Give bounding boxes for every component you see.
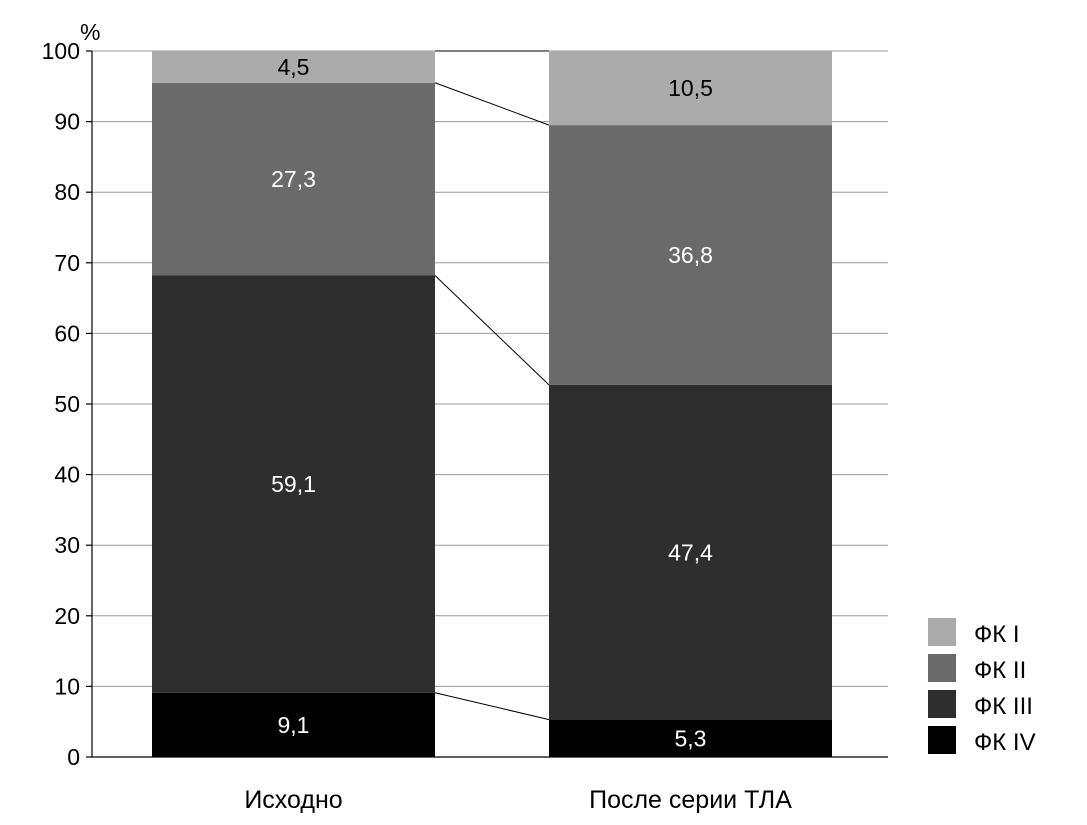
y-tick-label: 20 — [54, 603, 80, 629]
data-label: 27,3 — [271, 166, 316, 192]
y-tick-label: 10 — [54, 673, 80, 699]
axes: 0 10 20 30 40 50 60 70 80 90 100 Исходно После серии… — [42, 38, 888, 814]
data-label: 4,5 — [278, 54, 310, 80]
y-tick-label: 30 — [54, 532, 80, 558]
data-label: 59,1 — [271, 471, 316, 497]
y-tick-label: 70 — [54, 250, 80, 276]
bar-segment — [549, 719, 832, 757]
legend-label: ФК II — [974, 657, 1026, 684]
y-tick-label: 0 — [67, 744, 80, 770]
data-label: 47,4 — [668, 539, 713, 565]
connector-line — [434, 275, 550, 386]
bars: 9,1 59,1 27,3 4,5 5,3 47,4 36,8 10,5 — [152, 51, 832, 757]
data-label: 10,5 — [668, 75, 713, 101]
data-label: 36,8 — [668, 242, 713, 268]
x-category-label: После серии ТЛА — [589, 786, 792, 814]
data-label: 9,1 — [278, 712, 310, 738]
y-tick-label: 80 — [54, 179, 80, 205]
bar-segment — [152, 692, 435, 757]
bar-segment — [549, 51, 832, 126]
y-axis-label: % — [80, 19, 100, 45]
legend: ФК I ФК II ФК III ФК IV — [928, 618, 1036, 756]
legend-label: ФК I — [974, 621, 1020, 648]
connector-lines — [434, 50, 550, 721]
y-tick-label: 60 — [54, 320, 80, 346]
y-tick-label: 90 — [54, 109, 80, 135]
x-category-label: Исходно — [244, 786, 342, 814]
y-tick-label: 50 — [54, 391, 80, 417]
data-label: 5,3 — [675, 725, 707, 751]
legend-swatch — [928, 654, 956, 682]
connector-line — [434, 692, 550, 721]
legend-swatch — [928, 618, 956, 646]
bar-segment — [152, 51, 435, 83]
legend-label: ФК IV — [974, 729, 1036, 756]
y-tick-label: 100 — [42, 38, 80, 64]
bar-segment — [549, 125, 832, 385]
legend-label: ФК III — [974, 693, 1033, 720]
bar-segment — [549, 384, 832, 720]
bar-segment — [152, 275, 435, 693]
bar-segment — [152, 82, 435, 276]
connector-line — [434, 82, 550, 126]
legend-swatch — [928, 690, 956, 718]
legend-swatch — [928, 726, 956, 754]
y-tick-label: 40 — [54, 462, 80, 488]
